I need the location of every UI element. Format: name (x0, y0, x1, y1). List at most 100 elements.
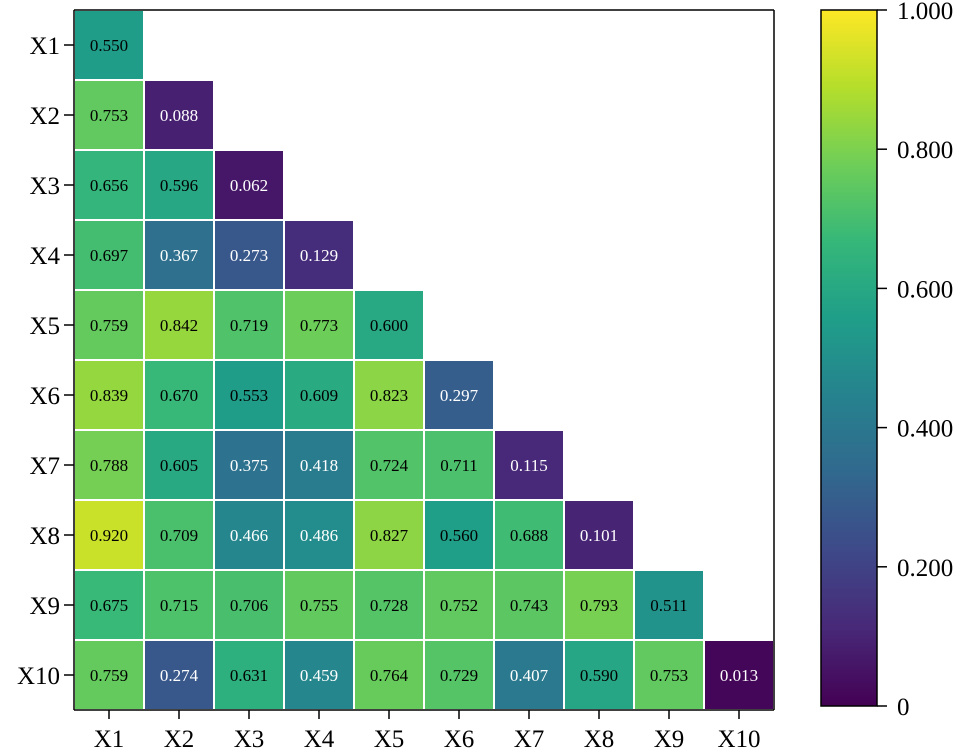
cell-value-label: 0.631 (230, 666, 268, 685)
colorbar-tick-label: 0.400 (897, 416, 953, 443)
heatmap-cell-x2-x1 (73, 79, 145, 151)
x-tick-label: X7 (514, 726, 545, 753)
cell-value-label: 0.827 (370, 526, 409, 545)
x-tick-label: X1 (94, 726, 125, 753)
heatmap-axes (73, 9, 775, 711)
y-tick-label: X10 (17, 663, 60, 690)
cell-value-label: 0.115 (510, 456, 548, 475)
y-tick-label: X2 (29, 103, 60, 130)
cell-value-label: 0.129 (300, 246, 338, 265)
cell-value-label: 0.609 (300, 386, 338, 405)
heatmap-cell-x5-x4 (283, 289, 355, 361)
heatmap-cell-x4-x2 (143, 219, 215, 291)
cell-value-label: 0.709 (160, 526, 198, 545)
heatmap-cell-x6-x6 (423, 359, 495, 431)
x-tick-label: X6 (444, 726, 475, 753)
cell-value-label: 0.688 (510, 526, 548, 545)
heatmap-cell-x6-x4 (283, 359, 355, 431)
y-tick-label: X1 (29, 33, 60, 60)
heatmap-cell-x5-x2 (143, 289, 215, 361)
y-tick-label: X9 (29, 593, 60, 620)
heatmap-cell-x10-x2 (143, 639, 215, 711)
heatmap-cells: 0.550 0.753 0.088 0.656 0.596 0.062 0.697 0.367… (73, 9, 775, 711)
cell-value-label: 0.743 (510, 596, 548, 615)
colorbar-tick-label: 0 (897, 694, 910, 721)
colorbar-gradient (820, 9, 878, 707)
cell-value-label: 0.486 (300, 526, 338, 545)
heatmap-cell-x10-x4 (283, 639, 355, 711)
cell-value-label: 0.729 (440, 666, 478, 685)
heatmap-cell-x10-x3 (213, 639, 285, 711)
heatmap-cell-x6-x2 (143, 359, 215, 431)
heatmap-cell-x9-x9 (633, 569, 705, 641)
cell-value-label: 0.418 (300, 456, 338, 475)
cell-value-label: 0.101 (580, 526, 618, 545)
cell-value-label: 0.407 (510, 666, 549, 685)
heatmap-cell-x10-x6 (423, 639, 495, 711)
heatmap-cell-x4-x4 (283, 219, 355, 291)
cell-value-label: 0.752 (440, 596, 478, 615)
heatmap-cell-x8-x3 (213, 499, 285, 571)
x-tick-label: X3 (234, 726, 265, 753)
cell-value-label: 0.375 (230, 456, 268, 475)
y-tick-label: X5 (29, 313, 60, 340)
cell-value-label: 0.511 (650, 596, 688, 615)
cell-value-label: 0.466 (230, 526, 268, 545)
x-tick-label: X10 (717, 726, 760, 753)
y-tick-label: X6 (29, 383, 60, 410)
cell-value-label: 0.711 (440, 456, 478, 475)
y-tick-labels: X1 X2 X3 X4 X5 X6 X7 X8 X9 X10 (17, 33, 74, 690)
heatmap-cell-x9-x1 (73, 569, 145, 641)
x-tick-label: X9 (654, 726, 685, 753)
cell-value-label: 0.773 (300, 316, 338, 335)
cell-value-label: 0.788 (90, 456, 128, 475)
cell-value-label: 0.823 (370, 386, 408, 405)
heatmap-cell-x7-x6 (423, 429, 495, 501)
cell-value-label: 0.842 (160, 316, 198, 335)
y-tick-label: X3 (29, 173, 60, 200)
cell-value-label: 0.656 (90, 176, 128, 195)
heatmap-cell-x8-x8 (563, 499, 635, 571)
cell-value-label: 0.759 (90, 316, 128, 335)
cell-value-label: 0.459 (300, 666, 338, 685)
heatmap-cell-x10-x5 (353, 639, 425, 711)
heatmap-cell-x10-x1 (73, 639, 145, 711)
heatmap-cell-x10-x9 (633, 639, 705, 711)
cell-value-label: 0.759 (90, 666, 128, 685)
heatmap-cell-x3-x3 (213, 149, 285, 221)
cell-value-label: 0.753 (650, 666, 688, 685)
cell-value-label: 0.062 (230, 176, 268, 195)
cell-value-label: 0.715 (160, 596, 198, 615)
cell-value-label: 0.273 (230, 246, 268, 265)
cell-value-label: 0.706 (230, 596, 268, 615)
cell-value-label: 0.719 (230, 316, 268, 335)
cell-value-label: 0.596 (160, 176, 198, 195)
colorbar: 0 0.200 0.400 0.600 0.800 1.000 (820, 0, 953, 721)
x-tick-labels: X1 X2 X3 X4 X5 X6 X7 X8 X9 X10 (94, 710, 761, 753)
cell-value-label: 0.920 (90, 526, 128, 545)
heatmap-cell-x7-x7 (493, 429, 565, 501)
cell-value-label: 0.013 (720, 666, 758, 685)
heatmap-cell-x9-x6 (423, 569, 495, 641)
cell-value-label: 0.550 (90, 36, 128, 55)
x-tick-label: X4 (304, 726, 335, 753)
x-tick-label: X2 (164, 726, 195, 753)
x-tick-label: X8 (584, 726, 615, 753)
colorbar-tick-label: 0.200 (897, 555, 953, 582)
colorbar-tick-label: 0.600 (897, 276, 953, 303)
heatmap-cell-x7-x2 (143, 429, 215, 501)
x-tick-label: X5 (374, 726, 405, 753)
cell-value-label: 0.697 (90, 246, 129, 265)
heatmap-cell-x7-x1 (73, 429, 145, 501)
colorbar-tick-label: 1.000 (897, 0, 953, 25)
cell-value-label: 0.755 (300, 596, 338, 615)
y-tick-label: X8 (29, 523, 60, 550)
heatmap-cell-x6-x3 (213, 359, 285, 431)
heatmap-cell-x10-x10 (703, 639, 775, 711)
y-tick-label: X7 (29, 453, 60, 480)
cell-value-label: 0.839 (90, 386, 128, 405)
cell-value-label: 0.670 (160, 386, 198, 405)
cell-value-label: 0.297 (440, 386, 479, 405)
heatmap-cell-x10-x8 (563, 639, 635, 711)
